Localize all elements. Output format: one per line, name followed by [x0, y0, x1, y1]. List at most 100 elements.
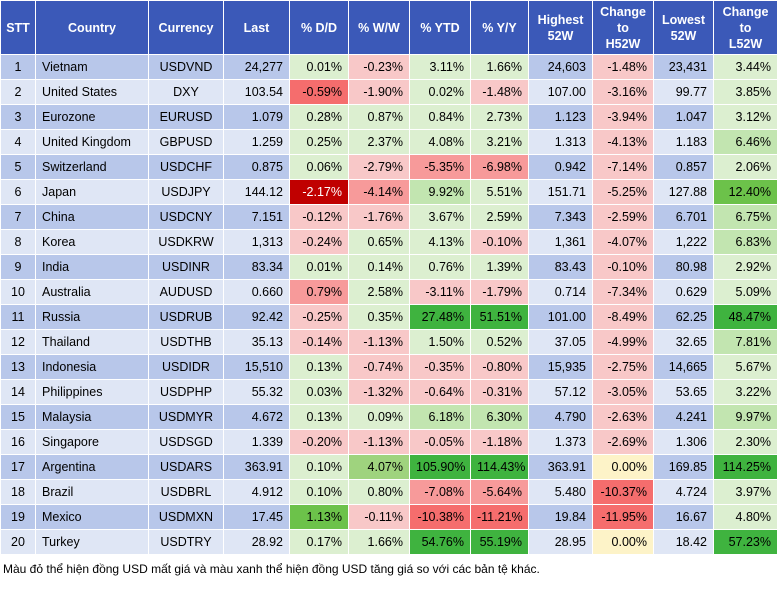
cell-change-to-l52w: 3.12% [713, 104, 777, 130]
header-highest-52w: Highest 52W [528, 0, 593, 55]
cell-highest-52w: 107.00 [528, 79, 593, 105]
color-legend-note: Màu đỏ thể hiện đồng USD mất giá và màu … [3, 562, 540, 576]
header-row: STT Country Currency Last% D/D% W/W% YTD% Y… [0, 0, 777, 55]
cell-change-to-l52w: 7.81% [713, 329, 777, 355]
table-row: 2 United States DXY 103.54 -0.59% -1.90% 0.02%… [0, 79, 777, 105]
cell-pct-dd: -0.14% [289, 329, 349, 355]
cell-highest-52w: 5.480 [528, 479, 593, 505]
cell-lowest-52w: 53.65 [653, 379, 714, 405]
cell-pct-dd: -0.24% [289, 229, 349, 255]
cell-pct-dd: -0.12% [289, 204, 349, 230]
cell-last: 103.54 [223, 79, 290, 105]
cell-stt: 16 [0, 429, 36, 455]
cell-pct-yy: 6.30% [470, 404, 529, 430]
cell-pct-ww: -4.14% [348, 179, 410, 205]
cell-pct-ytd: 9.92% [409, 179, 471, 205]
cell-pct-dd: -2.17% [289, 179, 349, 205]
cell-stt: 20 [0, 529, 36, 555]
cell-change-to-h52w: 0.00% [592, 454, 654, 480]
cell-country: China [35, 204, 149, 230]
cell-lowest-52w: 14,665 [653, 354, 714, 380]
cell-pct-ww: 0.35% [348, 304, 410, 330]
table-row: 9 India USDINR 83.34 0.01% 0.14% 0.76% 1.39% 83.… [0, 254, 777, 280]
cell-lowest-52w: 6.701 [653, 204, 714, 230]
cell-change-to-h52w: -4.13% [592, 129, 654, 155]
cell-stt: 11 [0, 304, 36, 330]
cell-currency: AUDUSD [148, 279, 224, 305]
cell-pct-ytd: 54.76% [409, 529, 471, 555]
cell-pct-ytd: 1.50% [409, 329, 471, 355]
cell-highest-52w: 15,935 [528, 354, 593, 380]
cell-country: Indonesia [35, 354, 149, 380]
cell-change-to-l52w: 6.75% [713, 204, 777, 230]
cell-change-to-l52w: 4.80% [713, 504, 777, 530]
cell-pct-yy: -0.31% [470, 379, 529, 405]
cell-currency: USDRUB [148, 304, 224, 330]
cell-stt: 3 [0, 104, 36, 130]
cell-lowest-52w: 4.241 [653, 404, 714, 430]
cell-lowest-52w: 62.25 [653, 304, 714, 330]
cell-change-to-l52w: 6.46% [713, 129, 777, 155]
cell-currency: USDTHB [148, 329, 224, 355]
cell-pct-dd: 0.13% [289, 354, 349, 380]
cell-lowest-52w: 169.85 [653, 454, 714, 480]
cell-pct-ytd: -10.38% [409, 504, 471, 530]
cell-last: 15,510 [223, 354, 290, 380]
cell-stt: 8 [0, 229, 36, 255]
cell-highest-52w: 1.373 [528, 429, 593, 455]
cell-country: United Kingdom [35, 129, 149, 155]
cell-change-to-h52w: -11.95% [592, 504, 654, 530]
cell-pct-ww: -1.13% [348, 329, 410, 355]
table-header: STT Country Currency Last% D/D% W/W% YTD% Y… [0, 0, 777, 55]
cell-highest-52w: 24,603 [528, 54, 593, 80]
cell-highest-52w: 101.00 [528, 304, 593, 330]
header-lowest-52w: Lowest 52W [653, 0, 714, 55]
cell-highest-52w: 28.95 [528, 529, 593, 555]
cell-currency: USDPHP [148, 379, 224, 405]
cell-pct-dd: -0.20% [289, 429, 349, 455]
cell-lowest-52w: 1.183 [653, 129, 714, 155]
cell-country: Russia [35, 304, 149, 330]
cell-last: 1.339 [223, 429, 290, 455]
cell-highest-52w: 1,361 [528, 229, 593, 255]
cell-change-to-h52w: -1.48% [592, 54, 654, 80]
cell-pct-ww: -0.23% [348, 54, 410, 80]
cell-highest-52w: 0.942 [528, 154, 593, 180]
cell-stt: 9 [0, 254, 36, 280]
cell-last: 92.42 [223, 304, 290, 330]
cell-change-to-h52w: -3.94% [592, 104, 654, 130]
cell-stt: 15 [0, 404, 36, 430]
cell-pct-ww: -1.13% [348, 429, 410, 455]
cell-last: 1.079 [223, 104, 290, 130]
cell-change-to-h52w: -4.99% [592, 329, 654, 355]
cell-pct-dd: 0.28% [289, 104, 349, 130]
cell-pct-yy: 5.51% [470, 179, 529, 205]
cell-highest-52w: 1.313 [528, 129, 593, 155]
cell-lowest-52w: 1.306 [653, 429, 714, 455]
cell-pct-yy: 114.43% [470, 454, 529, 480]
cell-currency: USDIDR [148, 354, 224, 380]
cell-currency: USDINR [148, 254, 224, 280]
cell-last: 55.32 [223, 379, 290, 405]
cell-pct-ww: 4.07% [348, 454, 410, 480]
cell-pct-yy: 55.19% [470, 529, 529, 555]
cell-last: 24,277 [223, 54, 290, 80]
cell-pct-ytd: 0.84% [409, 104, 471, 130]
cell-highest-52w: 1.123 [528, 104, 593, 130]
cell-stt: 7 [0, 204, 36, 230]
cell-highest-52w: 37.05 [528, 329, 593, 355]
cell-change-to-h52w: -8.49% [592, 304, 654, 330]
cell-lowest-52w: 18.42 [653, 529, 714, 555]
cell-stt: 13 [0, 354, 36, 380]
table-row: 14 Philippines USDPHP 55.32 0.03% -1.32% -0.64… [0, 379, 777, 405]
cell-country: Mexico [35, 504, 149, 530]
table-body: 1 Vietnam USDVND 24,277 0.01% -0.23% 3.11% 1.66… [0, 54, 777, 555]
cell-pct-dd: 0.01% [289, 254, 349, 280]
cell-change-to-l52w: 2.92% [713, 254, 777, 280]
cell-change-to-h52w: -10.37% [592, 479, 654, 505]
cell-lowest-52w: 1,222 [653, 229, 714, 255]
cell-pct-ww: 0.09% [348, 404, 410, 430]
cell-last: 17.45 [223, 504, 290, 530]
header-change-to-l52w: Change to L52W [713, 0, 777, 55]
cell-highest-52w: 0.714 [528, 279, 593, 305]
